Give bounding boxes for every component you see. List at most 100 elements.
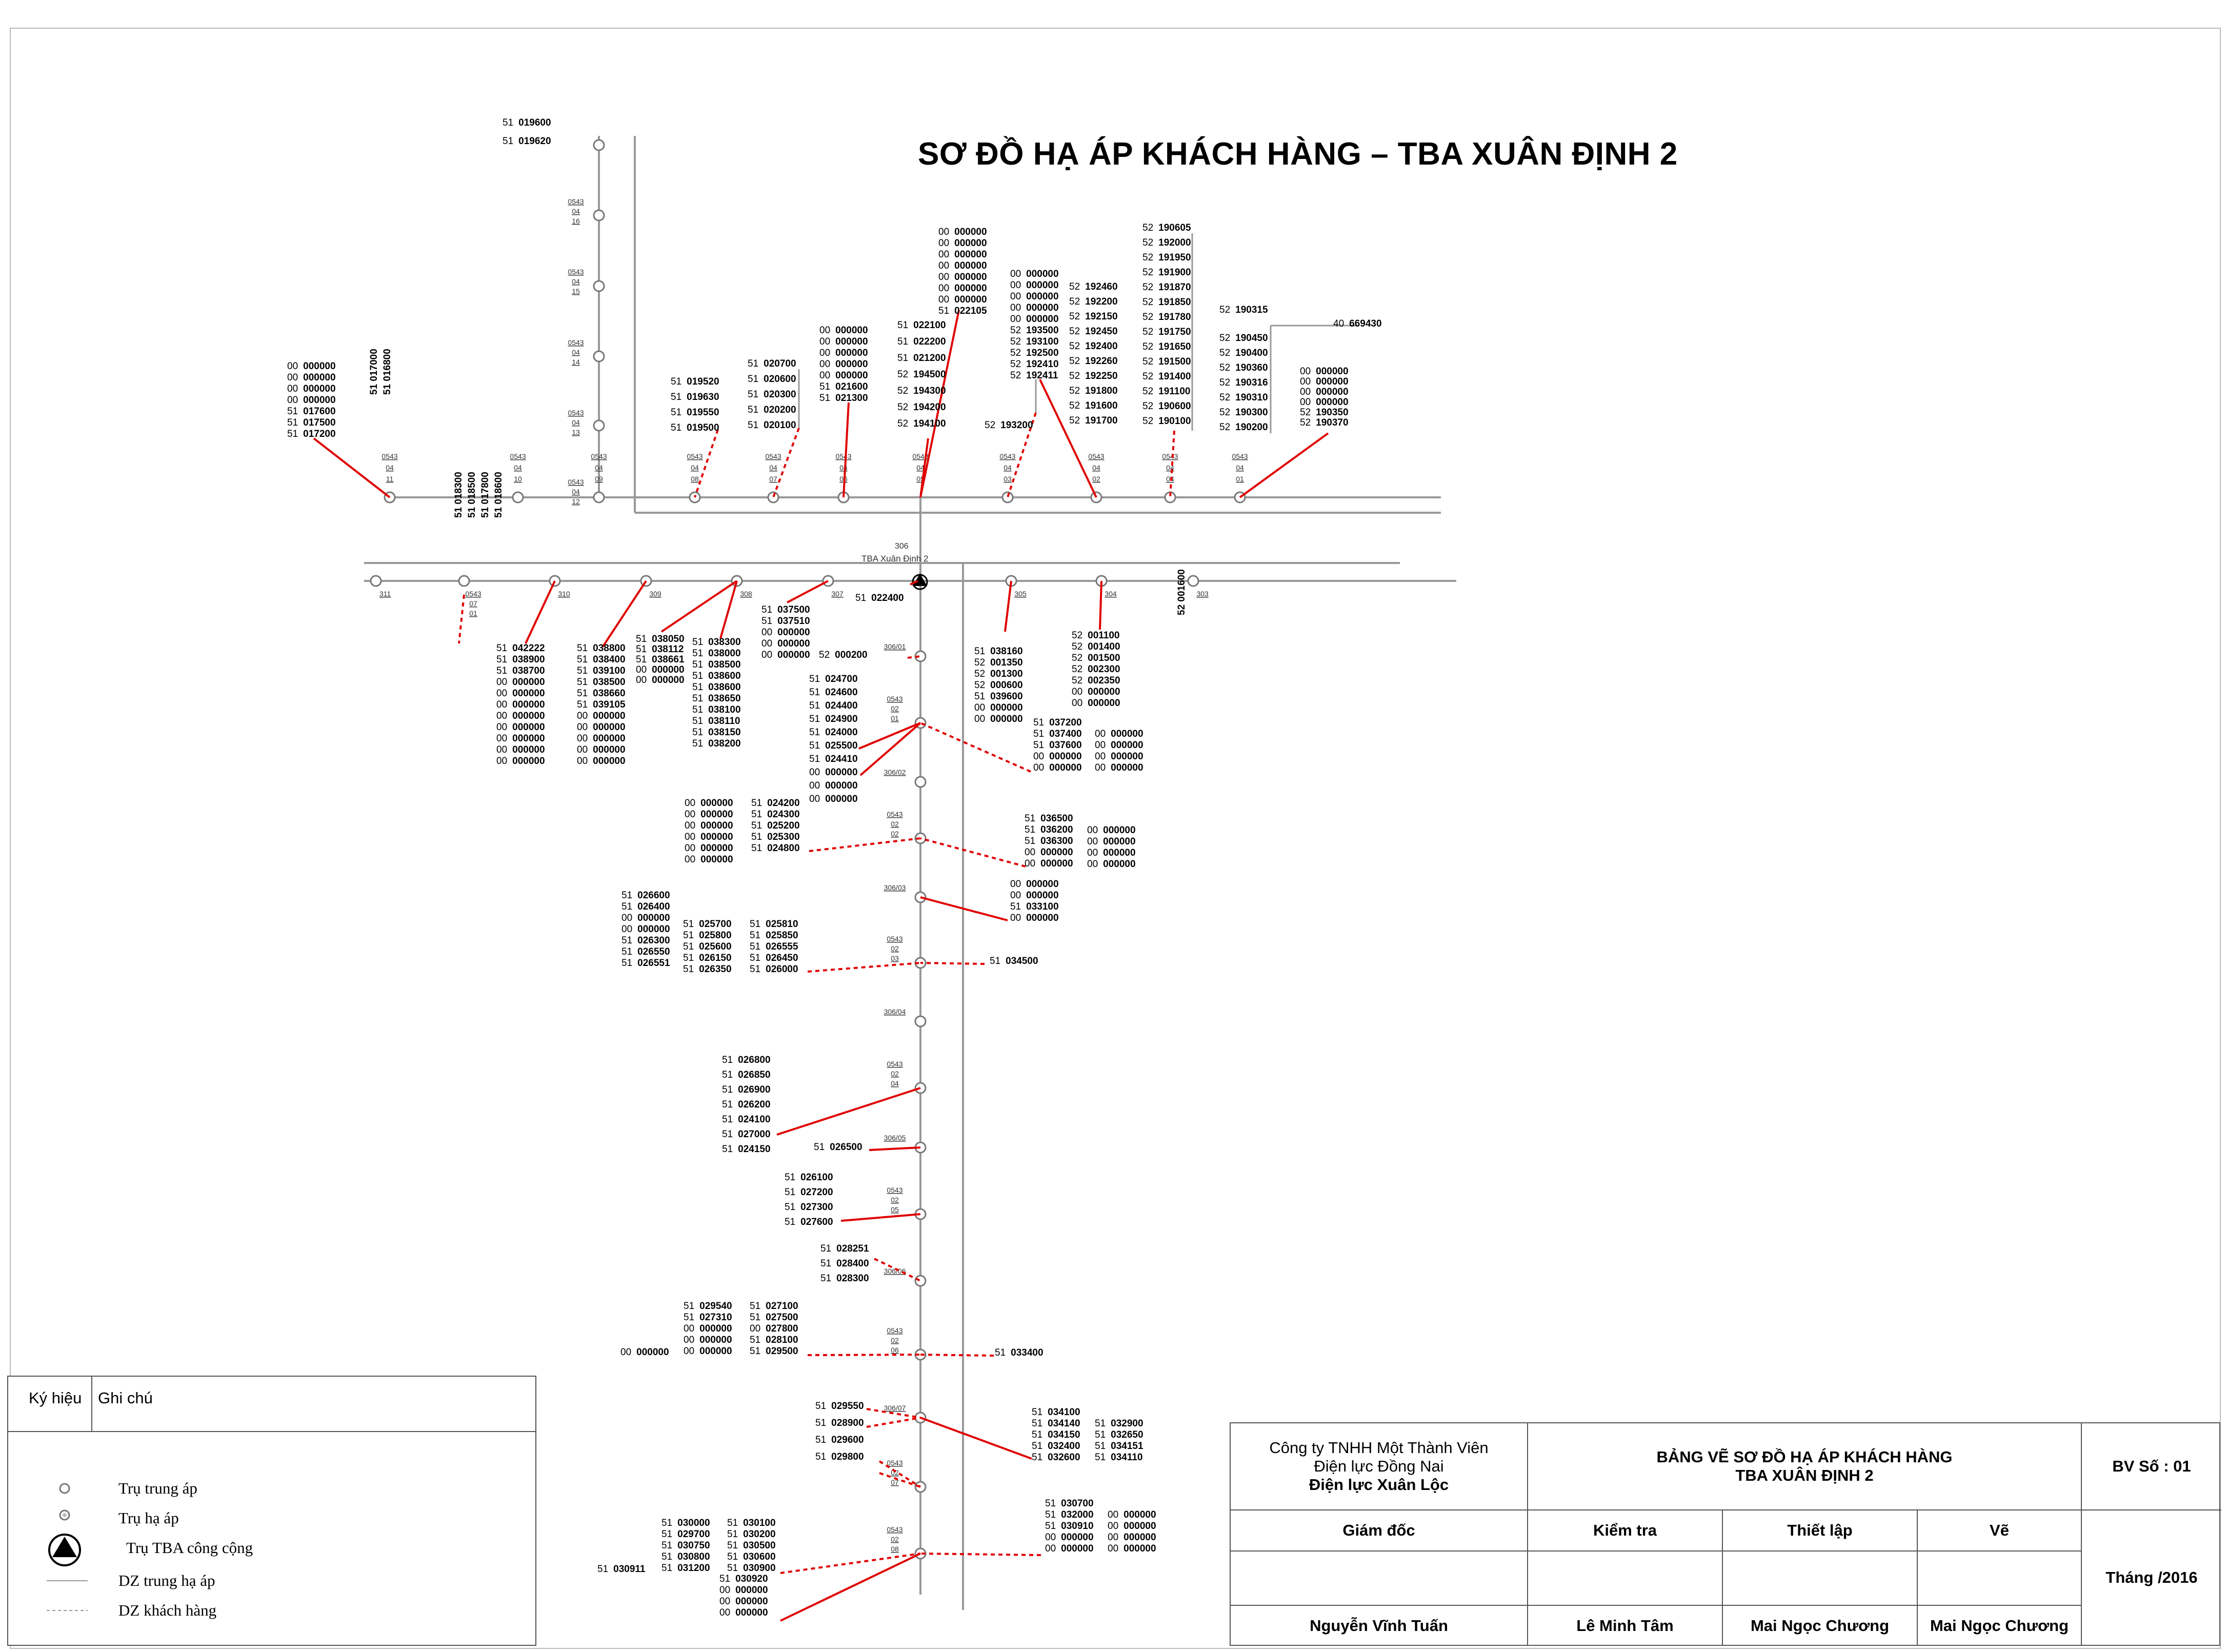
customer-code: 00 000000 (819, 336, 868, 347)
customer-code: 00 000000 (287, 384, 336, 394)
pole-label: 0543 (835, 452, 851, 460)
legend-col-note: Ghi chú (98, 1389, 153, 1407)
customer-code: 52 190300 (1219, 407, 1268, 418)
pole-label: 12 (572, 497, 580, 506)
customer-code: 51 020300 (748, 389, 796, 400)
pole-label: 0543 (687, 452, 703, 460)
pole-marker (370, 575, 382, 587)
pole-label: 0543 (999, 452, 1015, 460)
customer-group: 52 000200 (819, 650, 868, 660)
customer-group: 52 190315 (1219, 305, 1268, 315)
customer-code: 51 038660 (577, 688, 626, 699)
customer-code: 51 036200 (1025, 824, 1073, 835)
customer-link (772, 428, 800, 498)
customer-code: 00 000000 (819, 325, 868, 336)
customer-code: 51 030200 (727, 1529, 776, 1540)
customer-code: 52 001500 (1072, 653, 1120, 663)
pole-label: 0543 (1162, 452, 1178, 460)
legend-label: DZ khách hàng (118, 1601, 217, 1619)
pole-label: 0543 (765, 452, 781, 460)
customer-code: 51 026350 (683, 964, 732, 975)
customer-code: 51 020700 (748, 358, 796, 369)
pole-label: 15 (572, 287, 580, 295)
customer-link (525, 580, 556, 644)
customer-code: 51 019520 (671, 376, 719, 387)
customer-code: 00 000000 (1095, 740, 1143, 751)
customer-code: 51 038500 (692, 659, 741, 670)
customer-link (776, 1087, 921, 1136)
customer-group: 51 020700 51 020600 51 020300 51 020200 51 020100 (748, 358, 796, 431)
customer-link (840, 1213, 921, 1222)
customer-code: 52 192411 (1010, 370, 1058, 381)
customer-code: 00 000000 (684, 1346, 732, 1357)
customer-code: 52 191900 (1142, 267, 1191, 278)
customer-code: 00 000000 (719, 1607, 768, 1618)
legend-row-mv-pole: Trụ trung áp (8, 1474, 535, 1505)
customer-code: 00 000000 (1095, 751, 1143, 762)
pole-marker (593, 209, 605, 221)
customer-group: 51 033400 (995, 1347, 1044, 1358)
customer-code: 00 027800 (750, 1323, 798, 1334)
customer-group: 00 000000 (620, 1347, 669, 1358)
pole-label: 04 (916, 464, 925, 472)
customer-code: 51 028400 (820, 1258, 869, 1269)
customer-code: 51 025200 (751, 820, 800, 831)
customer-code: 00 000000 (496, 688, 545, 699)
customer-code: 00 000000 (1010, 280, 1059, 291)
customer-code: 51 039105 (577, 699, 626, 710)
pole-label: 304 (1105, 590, 1117, 598)
customer-code: 51 032000 (1045, 1509, 1094, 1520)
pole-label: 04 (839, 464, 848, 472)
company-line: Điện lực Đồng Nai (1314, 1457, 1444, 1475)
pole-label: 04 (572, 207, 580, 215)
name-designer: Mai Ngọc Chương (1723, 1606, 1918, 1646)
pole-label: 0543 (568, 338, 584, 347)
customer-code: 00 000000 (577, 722, 626, 733)
customer-code: 51 033400 (995, 1347, 1044, 1358)
pole-label: 04 (514, 464, 522, 472)
customer-code: 52 193200 (985, 420, 1033, 431)
pole-label: 0543 (591, 452, 607, 460)
drawing-title-cell: BẢNG VẼ SƠ ĐỒ HẠ ÁP KHÁCH HÀNG TBA XUÂN … (1528, 1423, 2082, 1510)
pole-label: 04 (1004, 464, 1012, 472)
customer-code: 51 030000 (661, 1518, 710, 1528)
pole-label: 0543 (568, 268, 584, 276)
date-cell: Tháng /2016 (2105, 1568, 2198, 1586)
customer-code: 00 000000 (1033, 751, 1082, 762)
customer-code: 51 038600 (692, 671, 741, 681)
customer-code: 51 032600 (1032, 1452, 1080, 1463)
customer-code: 51 026551 (621, 958, 670, 969)
customer-code: 52 192450 (1069, 326, 1118, 337)
pole-label: 0543 (887, 935, 902, 943)
customer-code: 51 022105 (938, 306, 987, 316)
pole-marker (593, 139, 605, 151)
customer-code: 51 019630 (671, 392, 719, 402)
customer-code: 51 027200 (785, 1187, 833, 1198)
customer-code: 00 000000 (496, 699, 545, 710)
customer-code: 00 000000 (577, 744, 626, 755)
customer-code: 51 019600 (503, 117, 551, 128)
customer-code: 51 029800 (815, 1452, 864, 1462)
customer-code: 51 038200 (692, 738, 741, 749)
customer-code: 51 024800 (751, 843, 800, 854)
customer-code: 51 022400 (855, 593, 904, 603)
customer-code: 52 190450 (1219, 333, 1268, 344)
customer-code: 51 039100 (577, 666, 626, 676)
company-line: Công ty TNHH Một Thành Viên (1269, 1439, 1489, 1457)
lv-pole-icon (59, 1509, 70, 1521)
customer-link (919, 310, 960, 498)
customer-code: 51 024150 (722, 1144, 771, 1155)
company-cell: Công ty TNHH Một Thành Viên Điện lực Đồn… (1231, 1423, 1528, 1510)
customer-code: 51 038600 (692, 682, 741, 693)
pole-marker (914, 1275, 927, 1287)
customer-code: 00 000000 (974, 702, 1023, 713)
